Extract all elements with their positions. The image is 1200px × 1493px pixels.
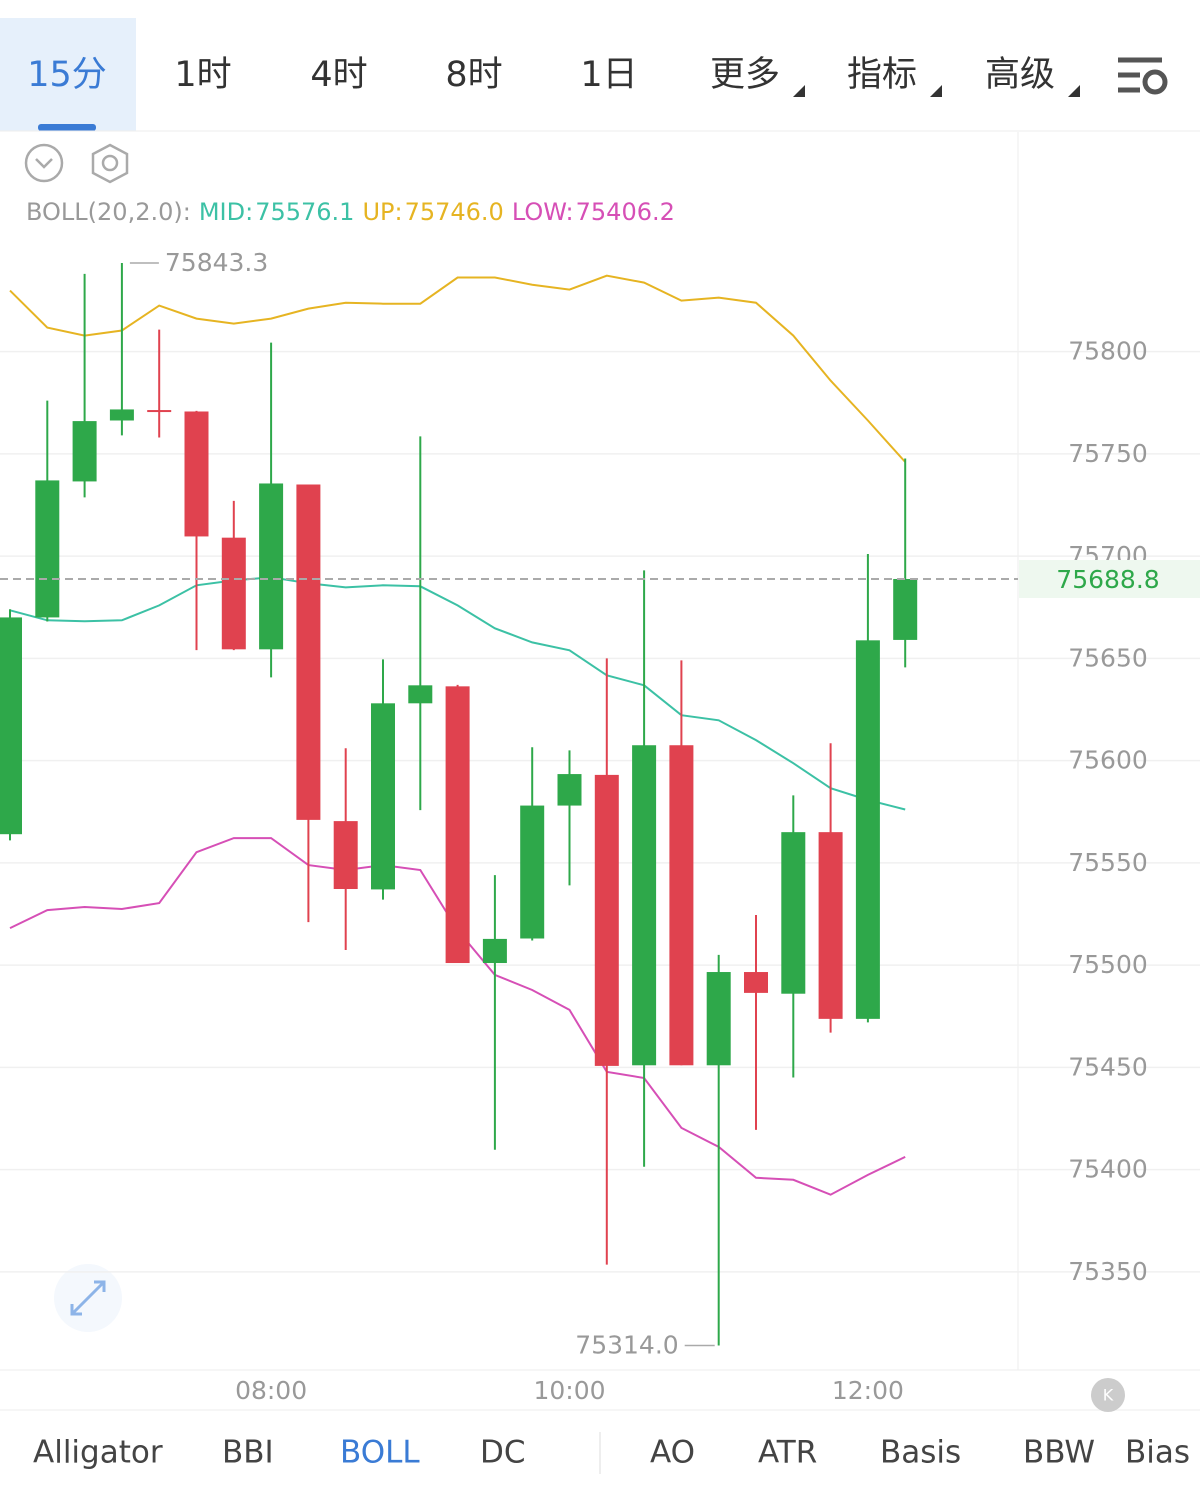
y-tick-label: 75500: [1068, 950, 1148, 979]
indicator-legend: BOLL(20,2.0): MID:75576.1 UP:75746.0 LOW:75…: [26, 198, 675, 226]
indicator-tab[interactable]: BOLL: [340, 1435, 420, 1471]
annotation-label: 75314.0: [575, 1330, 678, 1359]
candle-body: [818, 832, 843, 1019]
legend-value: 75406.2: [576, 198, 675, 226]
legend-title: BOLL(20,2.0):: [26, 198, 191, 226]
y-tick-label: 75600: [1068, 746, 1148, 775]
annotation-label: 75843.3: [165, 248, 268, 277]
tab[interactable]: 1时: [174, 55, 231, 95]
tab[interactable]: 1日: [580, 55, 637, 95]
candle-body: [781, 832, 806, 994]
candle-body: [706, 972, 731, 1066]
dropdown-triangle: [1068, 85, 1080, 97]
indicator-tab[interactable]: Bias: [1125, 1435, 1190, 1471]
legend-value: 75576.1: [255, 198, 354, 226]
candle-body: [221, 537, 246, 650]
y-tick-label: 75350: [1068, 1257, 1148, 1286]
indicator-tab[interactable]: Alligator: [33, 1435, 163, 1471]
candle-body: [296, 484, 321, 820]
candle-body: [669, 745, 694, 1066]
indicator-tab[interactable]: DC: [480, 1435, 526, 1471]
candle-body: [35, 480, 60, 618]
indicator-tab[interactable]: ATR: [758, 1435, 817, 1471]
last-price-label: 75688.8: [1056, 565, 1159, 594]
y-tick-label: 75750: [1068, 439, 1148, 468]
candle-body: [371, 703, 395, 890]
boll-line: [9, 576, 906, 811]
candle-body: [445, 686, 470, 964]
candle-body: [855, 640, 880, 1019]
candle-body: [0, 617, 22, 835]
candle-body: [632, 745, 657, 1066]
legend-value: 75746.0: [405, 198, 504, 226]
candle-body: [520, 805, 545, 939]
legend-name: LOW:: [512, 198, 574, 226]
chart: 7535075400754507550075550756007565075700…: [0, 198, 1200, 1405]
indicator-tab[interactable]: AO: [650, 1435, 695, 1471]
tab[interactable]: 更多: [710, 55, 780, 95]
legend-name: UP:: [362, 198, 402, 226]
expand-icon[interactable]: [54, 1264, 122, 1332]
collapse-icon[interactable]: [24, 143, 64, 183]
x-tick-label: 08:00: [235, 1376, 307, 1405]
boll-line: [9, 274, 906, 463]
y-tick-label: 75800: [1068, 337, 1148, 366]
svg-text:K: K: [1103, 1386, 1114, 1405]
candle-body: [408, 685, 433, 704]
last-price-box: [1019, 559, 1200, 598]
dropdown-triangle: [930, 85, 942, 97]
candle-body: [333, 821, 358, 890]
candle-body: [259, 483, 284, 650]
y-tick-label: 75650: [1068, 643, 1148, 672]
candle-body: [744, 972, 768, 993]
y-tick-label: 75400: [1068, 1155, 1148, 1184]
tab[interactable]: 高级: [985, 55, 1055, 95]
candle-body: [482, 938, 507, 964]
candle-body: [594, 774, 619, 1066]
candle-body: [147, 410, 172, 413]
tab-underline: [38, 124, 96, 131]
x-tick-label: 12:00: [832, 1376, 904, 1405]
y-tick-label: 75550: [1068, 848, 1148, 877]
tab[interactable]: 4时: [310, 55, 367, 95]
indicator-tab[interactable]: Basis: [880, 1435, 961, 1471]
candle-body: [893, 578, 918, 640]
settings-hex-icon[interactable]: [91, 143, 129, 184]
candle-body: [72, 421, 97, 482]
legend-name: MID:: [199, 198, 253, 226]
candle-body: [184, 411, 209, 537]
y-tick-label: 75450: [1068, 1052, 1148, 1081]
tab[interactable]: 15分: [27, 55, 107, 95]
settings-icon[interactable]: [1118, 57, 1168, 95]
dropdown-triangle: [793, 85, 805, 97]
indicator-tab[interactable]: BBI: [222, 1435, 274, 1471]
x-tick-label: 10:00: [533, 1376, 605, 1405]
indicator-tab[interactable]: BBW: [1023, 1435, 1095, 1471]
tab[interactable]: 指标: [847, 55, 917, 95]
tab-selected-bg: [0, 18, 136, 131]
scroll-back-icon[interactable]: K: [1091, 1378, 1125, 1412]
tab[interactable]: 8时: [445, 55, 502, 95]
candle-body: [557, 774, 582, 806]
candle-body: [109, 409, 134, 421]
